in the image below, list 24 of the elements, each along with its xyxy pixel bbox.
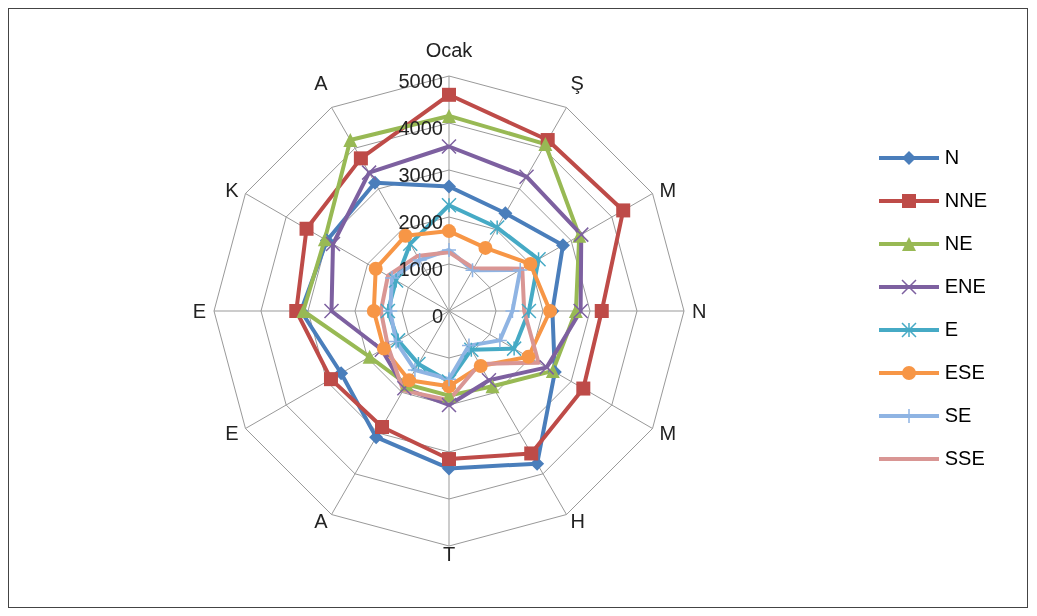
legend-label: E <box>944 318 959 341</box>
spoke-label: A <box>314 71 329 94</box>
spoke-label: H <box>570 510 585 533</box>
spoke-label: A <box>314 510 329 533</box>
spoke-label: Ocak <box>425 39 474 61</box>
legend-label: NE <box>944 232 973 255</box>
spoke-label: T <box>442 543 456 565</box>
legend-label: NNE <box>944 189 987 212</box>
y-tick-label: 0 <box>431 305 443 327</box>
y-tick-label: 1000 <box>398 258 443 280</box>
spoke-label: M <box>659 421 677 444</box>
y-tick-label: 5000 <box>398 70 443 92</box>
spoke-label: N <box>692 300 707 322</box>
legend-label: ESE <box>944 361 985 384</box>
spoke-label: E <box>192 300 206 322</box>
spoke-label: E <box>225 421 239 444</box>
spoke-label: M <box>659 178 677 201</box>
y-tick-label: 3000 <box>398 164 443 186</box>
spoke-label: K <box>225 178 240 201</box>
spoke-label: Ş <box>570 71 584 94</box>
legend-label: SSE <box>944 447 985 470</box>
legend-label: N <box>944 146 960 169</box>
legend-label: ENE <box>944 275 986 298</box>
legend-label: SE <box>944 404 972 427</box>
